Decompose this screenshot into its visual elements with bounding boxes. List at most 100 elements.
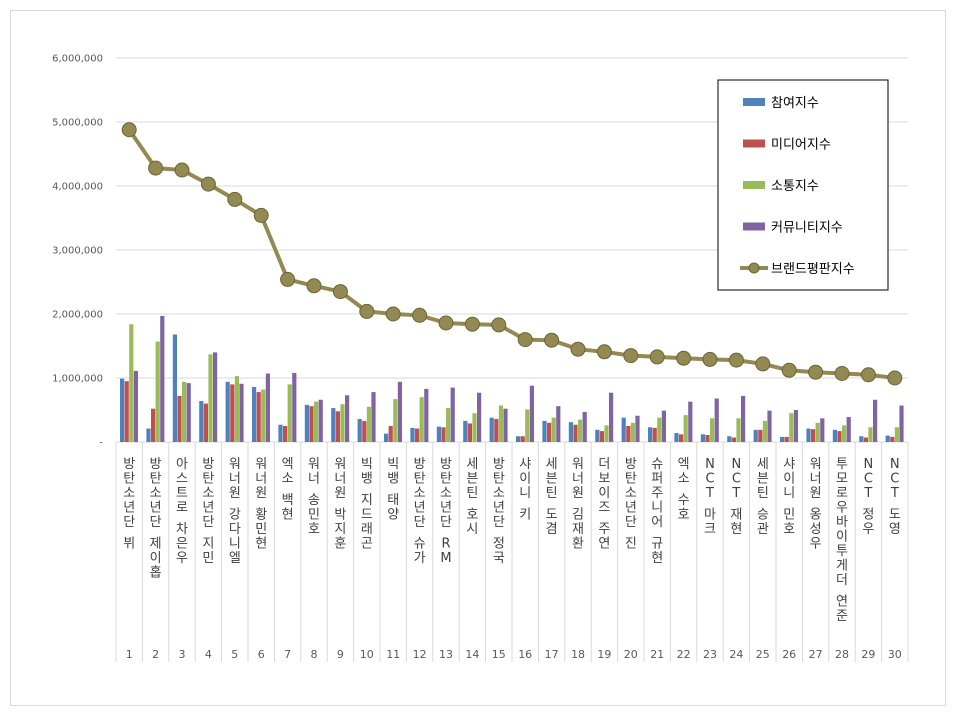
rank-label: 4 [205,648,212,661]
brand-point [438,315,454,331]
rank-label: 18 [571,648,585,661]
bar-communication [525,409,530,442]
rank-label: 1 [126,648,133,661]
bar-media [547,422,552,442]
legend-swatch-marker [748,262,760,274]
bar-community [265,373,270,442]
bar-media [863,437,868,442]
bar-community [450,387,455,442]
rank-label: 3 [179,648,186,661]
brand-point [464,316,480,332]
bar-media [362,420,367,442]
bar-community [371,392,376,442]
bar-participation [199,401,204,442]
bar-media [758,429,763,442]
bar-participation [436,426,441,442]
brand-point [676,350,692,366]
bar-participation [542,420,547,442]
bar-participation [146,428,151,442]
bar-media [731,437,736,442]
bar-communication [446,408,451,442]
bar-participation [700,434,705,442]
bar-community [318,399,323,442]
y-tick-label: 6,000,000 [52,54,103,65]
brand-point [332,284,348,300]
rank-label: 8 [311,648,318,661]
brand-point [702,351,718,367]
y-tick-label: 4,000,000 [52,182,103,193]
brand-point [517,332,533,348]
brand-point [385,306,401,322]
bar-communication [604,425,609,442]
bar-communication [182,381,187,442]
rank-label: 16 [518,648,532,661]
brand-point [887,370,903,386]
bar-community [556,406,561,442]
legend-entry-communication: 소통지수 [771,179,819,194]
brand-point [174,162,190,178]
brand-point [649,349,665,365]
brand-point [570,341,586,357]
bar-media [151,408,156,442]
y-tick-label: 2,000,000 [52,310,103,321]
bar-participation [384,433,389,442]
brand-point [306,278,322,294]
bar-communication [578,419,583,442]
bar-participation [753,429,758,442]
rank-label: 23 [703,648,717,661]
bar-participation [516,436,521,442]
bar-communication [419,397,424,442]
bar-community [767,410,772,442]
bar-participation [410,427,415,442]
bar-media [652,427,657,442]
brand-point [808,364,824,380]
y-tick-label: - [99,438,103,449]
brand-point [728,352,744,368]
rank-label: 14 [465,648,479,661]
bar-community [503,408,508,442]
y-tick-label: 1,000,000 [52,374,103,385]
bar-community [160,315,165,442]
bar-communication [129,324,134,442]
bar-media [811,429,816,442]
rank-label: 9 [337,648,344,661]
y-tick-label: 5,000,000 [52,118,103,129]
bar-participation [331,408,336,442]
bar-community [186,383,191,442]
bar-media [837,431,842,442]
bar-participation [172,334,177,442]
bar-community [477,392,482,442]
brand-point [200,176,216,192]
bar-participation [885,435,890,442]
bar-media [335,411,340,442]
bar-community [609,392,614,442]
bar-community [213,352,218,442]
bar-community [424,388,429,442]
bar-participation [252,386,257,442]
bar-media [890,436,895,442]
bar-media [124,381,129,442]
bar-participation [595,429,600,442]
brand-point [596,344,612,360]
brand-point [755,356,771,372]
bar-community [820,418,825,442]
bar-community [714,398,719,442]
bar-communication [630,422,635,442]
bar-communication [789,413,794,442]
bar-communication [551,417,556,442]
brand-point [253,207,269,223]
bar-media [784,436,789,442]
